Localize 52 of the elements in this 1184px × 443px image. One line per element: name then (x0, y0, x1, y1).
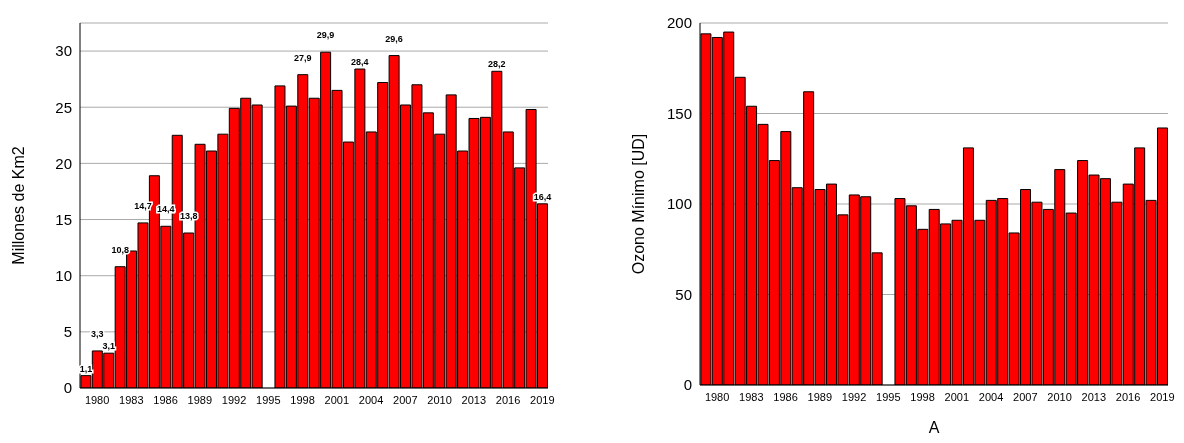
y-tick-label: 10 (55, 267, 72, 285)
x-tick-label: 2007 (393, 393, 418, 406)
y-tick-label: 5 (63, 323, 72, 341)
x-tick-label: 2001 (944, 390, 970, 403)
x-tick-label: 2016 (1115, 390, 1141, 403)
x-tick-label: 2019 (1150, 390, 1175, 403)
y-tick-label: 50 (675, 285, 692, 303)
x-tick-label: 2010 (1047, 390, 1072, 403)
x-axis-title: A (928, 419, 940, 436)
x-tick-label: 1980 (704, 390, 730, 403)
y-tick-label: 15 (55, 210, 72, 228)
x-tick-label: 2007 (1013, 390, 1038, 403)
data-label: 3,3 (91, 328, 104, 339)
x-tick-label: 1998 (910, 390, 935, 403)
y-axis-title: Millones de Km2 (9, 146, 27, 265)
x-tick-label: 1980 (84, 393, 110, 406)
y-tick-label: 100 (666, 195, 692, 213)
y-tick-label: 0 (63, 379, 72, 397)
x-tick-label: 2001 (324, 393, 350, 406)
y-tick-label: 25 (55, 98, 72, 116)
y-axis-title: Ozono Mínimo [UD] (629, 133, 647, 275)
x-tick-label: 1998 (290, 393, 315, 406)
data-label: 10,8 (111, 244, 129, 255)
x-tick-label: 2010 (427, 393, 452, 406)
x-tick-label: 1983 (119, 393, 144, 406)
x-tick-label: 1995 (256, 393, 281, 406)
x-tick-label: 2016 (495, 393, 521, 406)
x-tick-label: 2004 (978, 390, 1004, 403)
data-label: 28,4 (351, 57, 369, 68)
x-tick-label: 1986 (773, 390, 798, 403)
y-tick-label: 150 (666, 104, 692, 122)
x-tick-label: 2013 (461, 393, 487, 406)
y-tick-label: 30 (55, 42, 72, 60)
data-label: 29,9 (316, 30, 335, 41)
x-tick-label: 1995 (876, 390, 901, 403)
data-label: 1,1 (79, 363, 93, 374)
x-tick-label: 2004 (358, 393, 384, 406)
x-tick-label: 1992 (221, 393, 247, 406)
x-tick-label: 2013 (1081, 390, 1107, 403)
x-tick-label: 1989 (187, 393, 213, 406)
x-tick-label: 1986 (153, 393, 178, 406)
x-tick-label: 1989 (807, 390, 833, 403)
y-tick-label: 20 (55, 154, 72, 172)
data-label: 3,1 (102, 341, 115, 352)
x-tick-label: 1992 (841, 390, 867, 403)
data-label: 27,9 (294, 52, 312, 63)
x-tick-label: 2019 (530, 393, 555, 406)
y-tick-label: 200 (666, 14, 692, 32)
y-tick-label: 0 (683, 376, 692, 394)
x-tick-label: 1983 (739, 390, 764, 403)
data-label: 29,6 (385, 33, 403, 44)
data-label: 28,2 (488, 59, 506, 70)
